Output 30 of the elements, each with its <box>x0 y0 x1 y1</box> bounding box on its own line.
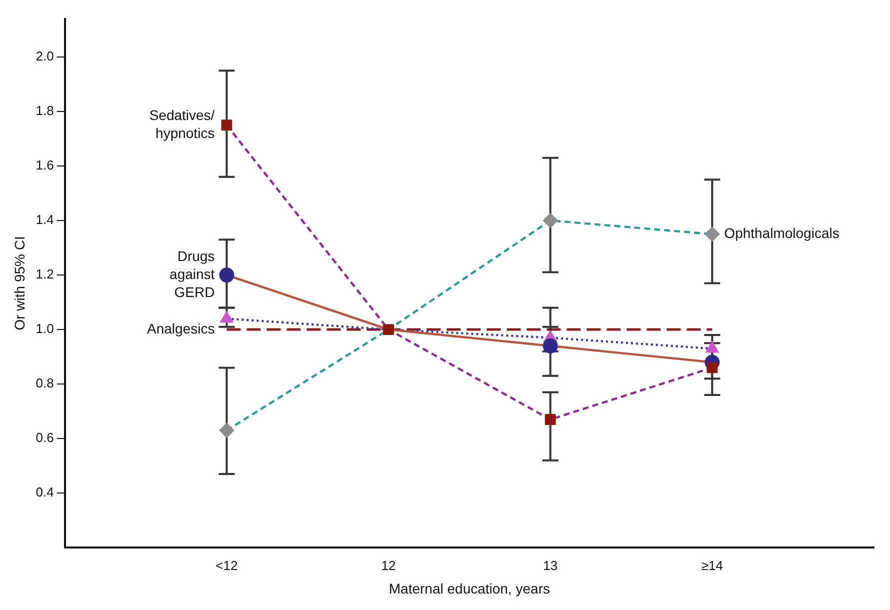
x-tick-label: <12 <box>216 558 238 573</box>
y-tick-label: 0.6 <box>36 430 54 446</box>
y-tick-label: 0.8 <box>36 376 54 391</box>
point <box>219 268 234 283</box>
y-tick-label: 1.6 <box>36 158 54 173</box>
x-axis-title: Maternal education, years <box>388 580 550 596</box>
point <box>706 362 718 374</box>
y-tick-label: 1.0 <box>36 321 54 336</box>
annotation: Sedatives/ hypnotics <box>149 106 215 141</box>
point <box>221 120 232 131</box>
y-tick-label: 1.2 <box>36 266 54 282</box>
x-tick-label: 13 <box>543 558 558 573</box>
point <box>544 414 556 425</box>
point <box>383 324 394 335</box>
x-tick-label: 12 <box>381 558 396 573</box>
y-tick-label: 1.8 <box>36 103 54 118</box>
point <box>542 213 558 228</box>
point <box>220 311 234 323</box>
point <box>706 341 719 353</box>
x-tick-label: ≥14 <box>701 558 723 573</box>
point <box>542 338 558 354</box>
y-axis-title: Or with 95% CI <box>11 236 28 330</box>
y-tick-label: 1.4 <box>36 212 54 228</box>
annotation: Analgesics <box>146 320 215 336</box>
annotation: Drugs against GERD <box>170 248 215 300</box>
y-tick-label: 2.0 <box>36 48 54 64</box>
point <box>219 422 234 438</box>
point <box>704 226 720 242</box>
annotation: Ophthalmologicals <box>724 224 840 241</box>
y-tick-label: 0.4 <box>36 484 54 500</box>
